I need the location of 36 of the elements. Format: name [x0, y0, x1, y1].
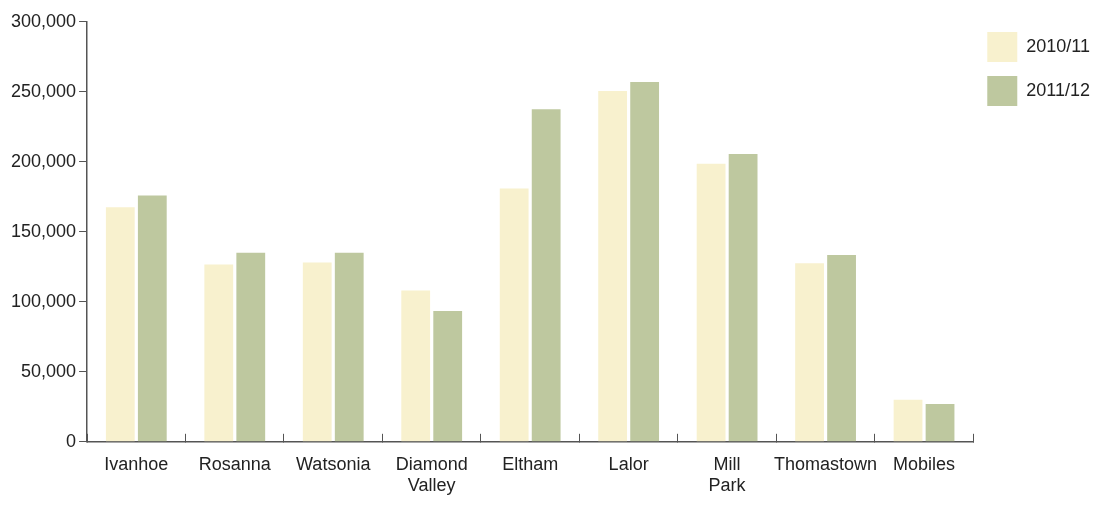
- x-tick-label: Mill Park: [708, 453, 747, 496]
- legend-label: 2010/11: [1026, 35, 1090, 56]
- y-tick-label: 200,000: [10, 150, 77, 171]
- y-tick-label: 100,000: [10, 290, 77, 311]
- y-tick-label: 250,000: [10, 80, 77, 101]
- x-tick-label: Mobiles: [893, 453, 956, 474]
- bar: [236, 252, 266, 442]
- bar: [630, 82, 660, 442]
- bar: [696, 163, 726, 442]
- y-tick-label: 50,000: [21, 360, 77, 381]
- x-tick-label: Ivanhoe: [104, 453, 169, 474]
- y-tick-label: 150,000: [10, 220, 77, 241]
- x-tick-label: Watsonia: [296, 453, 372, 474]
- bar: [499, 188, 529, 442]
- bar: [728, 154, 758, 442]
- y-tick-label: 0: [66, 430, 77, 451]
- bar: [893, 399, 923, 442]
- bar: [401, 290, 431, 442]
- x-tick-label: Diamond Valley: [395, 453, 468, 496]
- bar: [795, 263, 824, 442]
- bar: [531, 109, 561, 442]
- bar: [204, 264, 234, 442]
- x-tick-label: Rosanna: [198, 453, 272, 474]
- bar: [137, 195, 167, 442]
- bar: [598, 91, 628, 442]
- bar: [302, 262, 332, 442]
- x-tick-label: Eltham: [502, 453, 559, 474]
- bar: [105, 207, 135, 442]
- bar: [334, 252, 364, 442]
- legend-label: 2011/12: [1026, 79, 1090, 100]
- y-tick-label: 300,000: [10, 10, 77, 31]
- bar: [827, 254, 856, 442]
- bar: [433, 311, 463, 442]
- bar: [925, 404, 955, 442]
- x-tick-label: Thomastown: [774, 453, 878, 474]
- x-tick-label: Lalor: [608, 453, 649, 474]
